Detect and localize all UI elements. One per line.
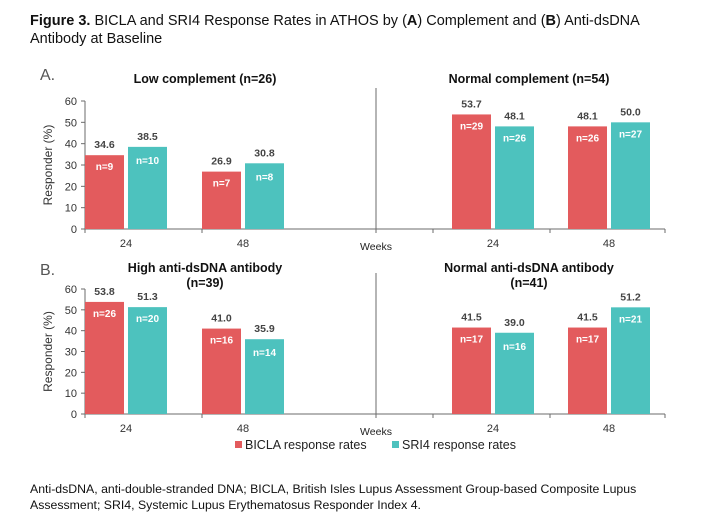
bar-value-label: 34.6 [94, 139, 115, 151]
bicla-bar [85, 155, 124, 229]
legend-swatch-sri4 [392, 441, 399, 448]
y-tick-label: 20 [65, 181, 77, 193]
y-tick-label: 30 [65, 347, 77, 359]
bar-value-label: 41.0 [211, 313, 232, 325]
bicla-bar [202, 328, 241, 414]
bar-n-label: n=16 [210, 336, 234, 347]
bar-value-label: 53.8 [94, 286, 115, 298]
x-tick-label: 24 [120, 238, 132, 250]
group-title: High anti-dsDNA antibody [128, 261, 282, 275]
bar-value-label: 51.2 [620, 291, 641, 303]
y-tick-label: 40 [65, 326, 77, 338]
bar-value-label: 39.0 [504, 317, 525, 329]
bicla-bar [568, 126, 607, 229]
bar-value-label: 53.7 [461, 98, 482, 110]
x-tick-label: 48 [237, 238, 249, 250]
bar-value-label: 30.8 [254, 147, 275, 159]
caption-part: ) Anti-dsDNA Antibody at Baseline [30, 13, 640, 47]
sri4-bar [245, 339, 284, 414]
sri4-bar [128, 146, 167, 229]
caption-part: BICLA and SRI4 Response Rates in ATHOS b… [90, 13, 407, 29]
y-tick-label: 60 [65, 284, 77, 296]
bar-n-label: n=26 [93, 309, 117, 320]
y-tick-label: 10 [65, 388, 77, 400]
bar-value-label: 41.5 [461, 312, 482, 324]
sri4-bar [611, 307, 650, 414]
sri4-bar [245, 163, 284, 229]
y-axis-label: Responder (%) [41, 311, 55, 392]
x-tick-label: 48 [237, 423, 249, 435]
bar-n-label: n=17 [460, 335, 484, 346]
bar-value-label: 50.0 [620, 106, 641, 118]
bicla-bar [452, 114, 491, 229]
bar-value-label: 51.3 [137, 291, 158, 303]
y-tick-label: 50 [65, 117, 77, 129]
caption-part: ) Complement and ( [417, 13, 546, 29]
figure-caption: Figure 3. BICLA and SRI4 Response Rates … [30, 12, 690, 48]
caption-part-b: B [545, 13, 557, 29]
y-tick-label: 0 [71, 224, 77, 236]
y-tick-label: 30 [65, 160, 77, 172]
bar-n-label: n=17 [576, 335, 600, 346]
x-tick-label: 24 [487, 423, 499, 435]
bar-n-label: n=7 [213, 179, 231, 190]
legend-label-bicla: BICLA response rates [245, 438, 367, 452]
group-title: Normal anti-dsDNA antibody [444, 261, 614, 275]
bar-value-label: 48.1 [577, 110, 598, 122]
panel-label: A. [40, 67, 55, 84]
sri4-bar [128, 307, 167, 414]
group-title: Low complement (n=26) [134, 72, 277, 86]
figure-footnote: Anti-dsDNA, anti-double-stranded DNA; BI… [30, 482, 637, 512]
sri4-bar [495, 332, 534, 414]
bar-value-label: 48.1 [504, 110, 525, 122]
bar-n-label: n=27 [619, 129, 643, 140]
caption-part-a: A [406, 13, 418, 29]
y-axis-label: Responder (%) [41, 125, 55, 206]
bar-n-label: n=29 [460, 121, 484, 132]
bicla-bar [202, 171, 241, 229]
x-tick-label: 24 [487, 238, 499, 250]
sri4-bar [495, 126, 534, 229]
legend-label-sri4: SRI4 response rates [402, 438, 516, 452]
y-tick-label: 40 [65, 139, 77, 151]
y-tick-label: 60 [65, 96, 77, 108]
group-title: (n=41) [510, 276, 547, 290]
bar-n-label: n=26 [503, 133, 527, 144]
bar-n-label: n=20 [136, 314, 160, 325]
y-tick-label: 50 [65, 305, 77, 317]
x-axis-label: Weeks [360, 241, 392, 253]
x-axis-label: Weeks [360, 426, 392, 438]
bar-n-label: n=9 [96, 162, 114, 173]
bar-n-label: n=10 [136, 156, 160, 167]
y-tick-label: 10 [65, 203, 77, 215]
x-tick-label: 48 [603, 238, 615, 250]
bar-n-label: n=14 [253, 348, 277, 359]
bicla-bar [568, 327, 607, 414]
y-tick-label: 20 [65, 367, 77, 379]
bar-n-label: n=21 [619, 314, 643, 325]
legend-swatch-bicla [235, 441, 242, 448]
bar-n-label: n=16 [503, 342, 527, 353]
bar-value-label: 26.9 [211, 156, 232, 168]
figure-label: Figure 3. [30, 13, 91, 29]
bar-n-label: n=8 [256, 172, 274, 183]
bar-n-label: n=26 [576, 133, 600, 144]
y-tick-label: 0 [71, 409, 77, 421]
bicla-bar [85, 301, 124, 414]
sri4-bar [611, 122, 650, 229]
bar-value-label: 35.9 [254, 323, 275, 335]
x-tick-label: 48 [603, 423, 615, 435]
bicla-bar [452, 327, 491, 414]
group-title: Normal complement (n=54) [449, 72, 610, 86]
x-tick-label: 24 [120, 423, 132, 435]
group-title: (n=39) [186, 276, 223, 290]
bar-value-label: 38.5 [137, 131, 158, 143]
bar-value-label: 41.5 [577, 312, 598, 324]
panel-label: B. [40, 262, 55, 279]
